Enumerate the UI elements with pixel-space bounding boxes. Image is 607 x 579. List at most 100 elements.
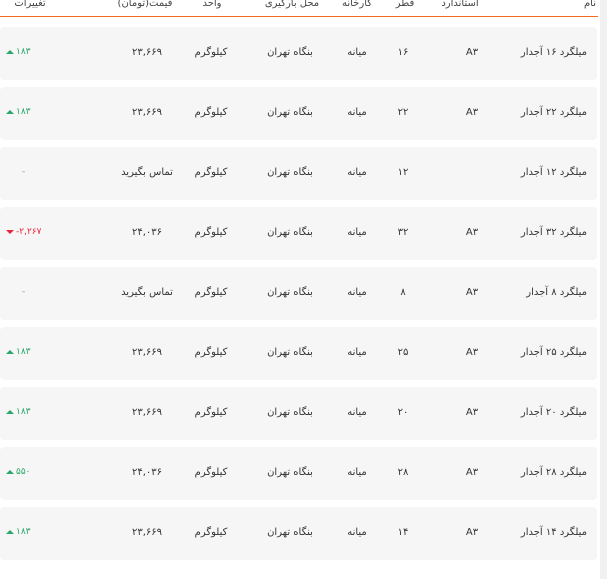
cell-name: میلگرد ۱۲ آجدار xyxy=(520,167,587,178)
cell-location: بنگاه تهران xyxy=(267,167,313,178)
scrollbar[interactable] xyxy=(600,0,607,579)
cell-factory: میانه xyxy=(347,227,367,238)
cell-change: -۲,۲۶۷ xyxy=(6,227,41,237)
arrow-up-icon xyxy=(6,49,14,54)
cell-change: ۱۸۳ xyxy=(6,107,31,117)
cell-location: بنگاه تهران xyxy=(267,107,313,118)
cell-unit: کیلوگرم xyxy=(194,167,228,178)
change-value: - xyxy=(22,167,26,177)
cell-diameter: ۲۵ xyxy=(397,347,409,358)
table-header: نام استاندارد قطر کارخانه محل بارگیری وا… xyxy=(0,0,598,17)
table-row[interactable]: میلگرد ۱۶ آجدار A۳ ۱۶ میانه بنگاه تهران کیلوگ… xyxy=(0,27,597,80)
cell-name: میلگرد ۲۰ آجدار xyxy=(520,407,587,418)
arrow-up-icon xyxy=(6,349,14,354)
cell-unit: کیلوگرم xyxy=(194,527,228,538)
cell-change: ۵۵۰ xyxy=(6,467,31,477)
arrow-down-icon xyxy=(6,229,14,234)
cell-diameter: ۱۶ xyxy=(397,47,409,58)
header-name[interactable]: نام xyxy=(583,0,597,9)
cell-price: ۲۳,۶۶۹ xyxy=(131,407,163,418)
change-value: ۱۸۳ xyxy=(16,47,31,57)
cell-unit: کیلوگرم xyxy=(194,47,228,58)
cell-factory: میانه xyxy=(347,347,367,358)
cell-price: ۲۳,۶۶۹ xyxy=(131,107,163,118)
header-standard[interactable]: استاندارد xyxy=(441,0,479,9)
cell-standard: A۳ xyxy=(465,467,479,478)
cell-change: - xyxy=(22,167,25,177)
cell-standard: A۳ xyxy=(465,347,479,358)
cell-price: ۲۴,۰۳۶ xyxy=(131,467,163,478)
arrow-up-icon xyxy=(6,469,14,474)
cell-location: بنگاه تهران xyxy=(267,347,313,358)
cell-unit: کیلوگرم xyxy=(194,467,228,478)
change-value: ۱۸۳ xyxy=(16,407,31,417)
header-unit[interactable]: واحد xyxy=(202,0,222,9)
cell-price: ۲۴,۰۳۶ xyxy=(131,227,163,238)
cell-standard: A۳ xyxy=(465,527,479,538)
header-diameter[interactable]: قطر xyxy=(395,0,415,9)
cell-price: تماس بگیرید xyxy=(121,287,173,298)
cell-name: میلگرد ۲۲ آجدار xyxy=(520,107,587,118)
cell-name: میلگرد ۸ آجدار xyxy=(526,287,587,298)
cell-location: بنگاه تهران xyxy=(267,467,313,478)
cell-name: میلگرد ۱۶ آجدار xyxy=(520,47,587,58)
header-location[interactable]: محل بارگیری xyxy=(264,0,320,9)
cell-price: ۲۳,۶۶۹ xyxy=(131,47,163,58)
change-value: ۱۸۳ xyxy=(16,347,31,357)
table-row[interactable]: میلگرد ۳۲ آجدار A۳ ۳۲ میانه بنگاه تهران کیلوگ… xyxy=(0,207,597,260)
cell-factory: میانه xyxy=(347,107,367,118)
cell-location: بنگاه تهران xyxy=(267,287,313,298)
cell-diameter: ۸ xyxy=(400,287,406,298)
cell-location: بنگاه تهران xyxy=(267,527,313,538)
cell-standard: A۳ xyxy=(465,287,479,298)
arrow-up-icon xyxy=(6,409,14,414)
cell-name: میلگرد ۳۲ آجدار xyxy=(520,227,587,238)
cell-price: ۲۳,۶۶۹ xyxy=(131,527,163,538)
table-row[interactable]: میلگرد ۱۴ آجدار A۳ ۱۴ میانه بنگاه تهران کیلوگ… xyxy=(0,507,597,560)
cell-price: ۲۳,۶۶۹ xyxy=(131,347,163,358)
table-row[interactable]: میلگرد ۸ آجدار A۳ ۸ میانه بنگاه تهران کیلوگرم… xyxy=(0,267,597,320)
cell-factory: میانه xyxy=(347,407,367,418)
cell-unit: کیلوگرم xyxy=(194,287,228,298)
table-row[interactable]: میلگرد ۲۸ آجدار A۳ ۲۸ میانه بنگاه تهران کیلوگ… xyxy=(0,447,597,500)
change-value: - xyxy=(22,287,26,297)
header-change[interactable]: تغییرات xyxy=(14,0,46,9)
header-price[interactable]: قیمت(تومان) xyxy=(117,0,173,9)
cell-standard: A۳ xyxy=(465,107,479,118)
cell-name: میلگرد ۱۴ آجدار xyxy=(520,527,587,538)
table-row[interactable]: میلگرد ۲۰ آجدار A۳ ۲۰ میانه بنگاه تهران کیلوگ… xyxy=(0,387,597,440)
cell-unit: کیلوگرم xyxy=(194,227,228,238)
cell-diameter: ۱۲ xyxy=(397,167,409,178)
cell-change: ۱۸۳ xyxy=(6,347,31,357)
cell-diameter: ۱۴ xyxy=(397,527,409,538)
change-value: -۲,۲۶۷ xyxy=(16,227,42,237)
cell-diameter: ۲۲ xyxy=(397,107,409,118)
cell-unit: کیلوگرم xyxy=(194,347,228,358)
cell-factory: میانه xyxy=(347,287,367,298)
cell-location: بنگاه تهران xyxy=(267,47,313,58)
cell-unit: کیلوگرم xyxy=(194,107,228,118)
cell-standard: A۳ xyxy=(465,407,479,418)
header-factory[interactable]: کارخانه xyxy=(341,0,373,9)
cell-change: ۱۸۳ xyxy=(6,47,31,57)
cell-factory: میانه xyxy=(347,47,367,58)
change-value: ۱۸۳ xyxy=(16,527,31,537)
table-row[interactable]: میلگرد ۲۵ آجدار A۳ ۲۵ میانه بنگاه تهران کیلوگ… xyxy=(0,327,597,380)
cell-diameter: ۲۸ xyxy=(397,467,409,478)
cell-unit: کیلوگرم xyxy=(194,407,228,418)
cell-standard: A۳ xyxy=(465,227,479,238)
cell-location: بنگاه تهران xyxy=(267,227,313,238)
arrow-up-icon xyxy=(6,529,14,534)
cell-factory: میانه xyxy=(347,467,367,478)
cell-factory: میانه xyxy=(347,527,367,538)
cell-name: میلگرد ۲۵ آجدار xyxy=(520,347,587,358)
change-value: ۱۸۳ xyxy=(16,107,31,117)
table-row[interactable]: میلگرد ۱۲ آجدار ۱۲ میانه بنگاه تهران کیلوگرم… xyxy=(0,147,597,200)
cell-diameter: ۳۲ xyxy=(397,227,409,238)
cell-price: تماس بگیرید xyxy=(121,167,173,178)
table-row[interactable]: میلگرد ۲۲ آجدار A۳ ۲۲ میانه بنگاه تهران کیلوگ… xyxy=(0,87,597,140)
cell-change: - xyxy=(22,287,25,297)
cell-standard: A۳ xyxy=(465,47,479,58)
cell-name: میلگرد ۲۸ آجدار xyxy=(520,467,587,478)
cell-diameter: ۲۰ xyxy=(397,407,409,418)
